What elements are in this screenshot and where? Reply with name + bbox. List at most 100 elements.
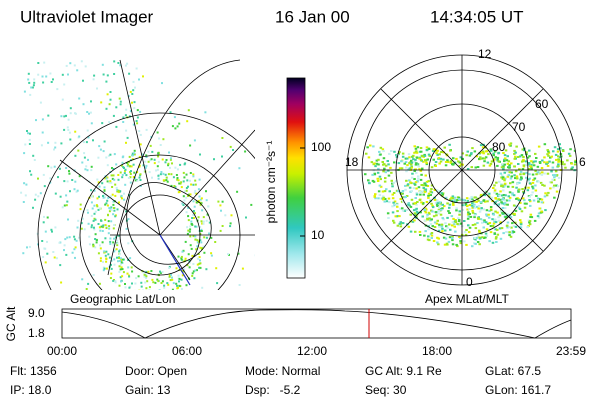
pixel bbox=[131, 101, 133, 104]
pixel bbox=[30, 173, 33, 176]
pixel bbox=[96, 205, 99, 208]
pixel bbox=[544, 192, 547, 195]
pixel bbox=[437, 157, 441, 160]
pixel bbox=[419, 193, 422, 196]
pixel bbox=[159, 173, 162, 176]
pixel bbox=[436, 199, 439, 202]
pixel bbox=[453, 223, 456, 226]
pixel bbox=[528, 220, 532, 223]
pixel bbox=[523, 199, 526, 202]
pixel bbox=[569, 148, 572, 151]
pixel bbox=[501, 176, 505, 179]
pixel bbox=[104, 203, 107, 206]
pixel bbox=[401, 196, 405, 199]
pixel bbox=[511, 193, 514, 196]
pixel bbox=[102, 260, 104, 263]
pixel bbox=[175, 267, 178, 270]
pixel bbox=[54, 192, 57, 195]
pixel bbox=[57, 176, 59, 179]
pixel bbox=[191, 254, 194, 257]
pixel bbox=[122, 121, 125, 123]
pixel bbox=[162, 138, 165, 141]
pixel bbox=[124, 114, 127, 117]
pixel bbox=[515, 197, 518, 200]
pixel bbox=[124, 169, 126, 172]
pixel bbox=[482, 208, 485, 211]
pixel bbox=[532, 164, 536, 167]
status-field: IP: 18.0 bbox=[10, 383, 52, 397]
pixel bbox=[468, 204, 472, 206]
pixel bbox=[382, 196, 386, 199]
pixel bbox=[99, 247, 102, 250]
pixel bbox=[493, 219, 497, 221]
pixel bbox=[511, 222, 514, 225]
pixel bbox=[546, 164, 550, 167]
pixel bbox=[535, 157, 538, 159]
pixel bbox=[99, 148, 102, 151]
pixel bbox=[482, 152, 485, 155]
pixel bbox=[378, 184, 382, 187]
pixel bbox=[436, 241, 439, 244]
pixel bbox=[485, 213, 488, 216]
pixel bbox=[93, 204, 96, 207]
pixel bbox=[105, 177, 108, 180]
pixel bbox=[216, 282, 219, 285]
pixel bbox=[540, 173, 544, 176]
pixel bbox=[423, 219, 427, 222]
pixel bbox=[420, 184, 423, 186]
pixel bbox=[192, 183, 195, 186]
pixel bbox=[133, 107, 136, 110]
pixel bbox=[392, 201, 395, 204]
pixel bbox=[88, 243, 91, 246]
pixel bbox=[423, 154, 427, 157]
pixel bbox=[396, 215, 400, 218]
pixel bbox=[198, 360, 200, 362]
pixel bbox=[182, 204, 185, 206]
pixel bbox=[94, 246, 97, 249]
pixel bbox=[86, 169, 89, 172]
pixel bbox=[145, 287, 148, 290]
pixel bbox=[238, 284, 241, 286]
pixel bbox=[550, 155, 553, 158]
pixel bbox=[187, 194, 189, 197]
pixel bbox=[415, 210, 419, 213]
pixel bbox=[489, 162, 493, 165]
pixel bbox=[76, 226, 79, 229]
pixel bbox=[484, 236, 487, 239]
pixel bbox=[87, 211, 89, 214]
pixel bbox=[521, 168, 525, 170]
status-field: Seq: 30 bbox=[365, 383, 407, 397]
pixel bbox=[537, 145, 541, 148]
pixel bbox=[544, 209, 547, 212]
pixel bbox=[465, 229, 468, 231]
pixel bbox=[528, 195, 531, 198]
pixel bbox=[37, 73, 40, 76]
pixel bbox=[399, 221, 402, 224]
pixel bbox=[438, 206, 441, 209]
pixel bbox=[543, 156, 546, 159]
pixel bbox=[377, 167, 380, 170]
pixel bbox=[534, 160, 537, 163]
pixel bbox=[167, 164, 170, 167]
pixel bbox=[149, 144, 152, 147]
pixel bbox=[179, 163, 182, 166]
pixel bbox=[406, 157, 409, 160]
pixel bbox=[140, 281, 143, 284]
pixel bbox=[416, 201, 419, 203]
pixel bbox=[176, 125, 179, 128]
pixel bbox=[431, 225, 434, 228]
pixel bbox=[495, 236, 498, 239]
pixel bbox=[170, 273, 172, 276]
pixel bbox=[188, 266, 191, 269]
pixel bbox=[471, 211, 475, 214]
pixel bbox=[107, 214, 109, 217]
pixel bbox=[185, 187, 188, 189]
pixel bbox=[554, 184, 557, 187]
pixel bbox=[519, 219, 522, 222]
pixel bbox=[455, 243, 458, 246]
pixel bbox=[155, 356, 157, 358]
pixel bbox=[512, 204, 516, 207]
pixel bbox=[413, 178, 416, 180]
pixel bbox=[391, 182, 394, 185]
pixel bbox=[89, 111, 92, 114]
